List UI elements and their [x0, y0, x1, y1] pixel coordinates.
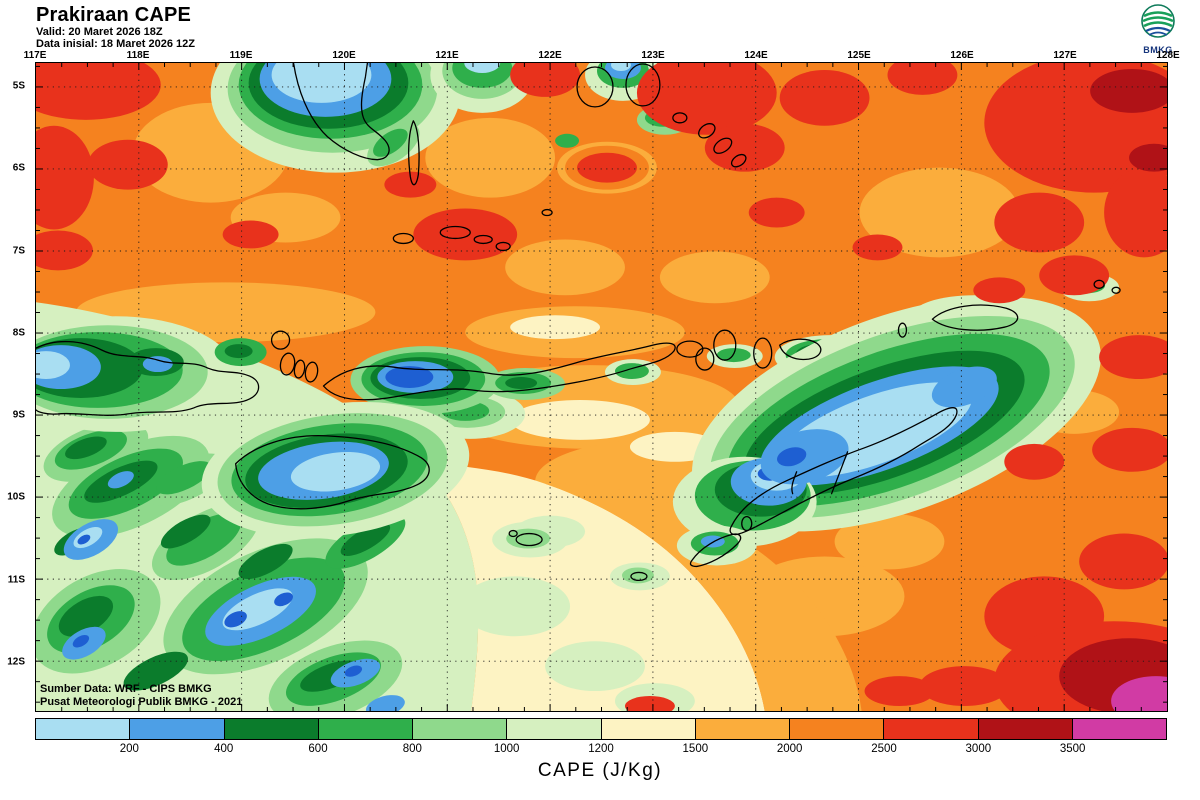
colorbar-tick-label: 600	[308, 743, 328, 755]
lon-label: 127E	[1053, 50, 1077, 61]
map-header: Prakiraan CAPE Valid: 20 Maret 2026 18Z …	[36, 4, 195, 50]
cape-contour-map	[36, 63, 1167, 711]
lon-label: 128E	[1156, 50, 1180, 61]
lon-label: 119E	[229, 50, 253, 61]
lat-label: 12S	[7, 656, 25, 668]
lat-label: 9S	[12, 409, 25, 421]
cape-field	[36, 63, 1167, 711]
colorbar-segment	[413, 718, 508, 740]
valid-time: Valid: 20 Maret 2026 18Z	[36, 26, 163, 38]
coastlines	[36, 63, 1121, 582]
colorbar-tick-label: 2000	[776, 743, 803, 755]
graticule	[36, 63, 1167, 711]
colorbar-segment	[224, 718, 319, 740]
lat-label: 8S	[12, 327, 25, 339]
colorbar-segment	[601, 718, 696, 740]
lat-label: 11S	[7, 574, 25, 586]
lon-label: 126E	[950, 50, 974, 61]
colorbar-tick-label: 3500	[1059, 743, 1086, 755]
init-time: Data inisial: 18 Maret 2026 12Z	[36, 38, 195, 50]
colorbar-tick-labels: 200 400 600 800 1000 1200 1500 2000 2500 3000 3500	[35, 743, 1167, 756]
lat-label: 5S	[12, 80, 25, 92]
colorbar-tick-label: 400	[214, 743, 234, 755]
colorbar-tick-label: 800	[402, 743, 422, 755]
colorbar-segment	[318, 718, 413, 740]
colorbar-segment	[790, 718, 885, 740]
attribution-line-2: Pusat Meteorologi Publik BMKG - 2021	[40, 696, 243, 708]
attribution-line-1: Sumber Data: WRF - CIPS BMKG	[40, 683, 212, 695]
lat-label: 6S	[12, 162, 25, 174]
latitude-axis: 5S 6S 7S 8S 9S 10S 11S 12S	[0, 62, 31, 712]
lon-label: 118E	[126, 50, 150, 61]
lon-label: 122E	[538, 50, 562, 61]
lat-label: 10S	[7, 491, 25, 503]
cape-colorbar	[35, 718, 1167, 740]
colorbar-tick-label: 200	[119, 743, 139, 755]
lon-label: 120E	[332, 50, 356, 61]
colorbar-segment	[978, 718, 1073, 740]
page-title: Prakiraan CAPE	[36, 4, 192, 26]
colorbar-segment	[130, 718, 225, 740]
colorbar-title: CAPE (J/Kg)	[537, 760, 663, 781]
lon-label: 123E	[641, 50, 665, 61]
colorbar-tick-label: 2500	[871, 743, 897, 755]
colorbar-segment	[1072, 718, 1167, 740]
bmkg-logo: BMKG	[1134, 3, 1182, 55]
colorbar-segment	[507, 718, 602, 740]
map-frame: Sumber Data: WRF - CIPS BMKG Pusat Meteo…	[35, 62, 1168, 712]
colorbar-segment	[35, 718, 131, 740]
colorbar-segment	[695, 718, 790, 740]
bmkg-logo-icon	[1141, 4, 1175, 38]
lon-label: 117E	[23, 50, 47, 61]
data-source-attribution: Sumber Data: WRF - CIPS BMKG Pusat Meteo…	[40, 683, 242, 709]
colorbar-tick-label: 1000	[493, 743, 520, 755]
lon-label: 124E	[744, 50, 768, 61]
lat-label: 7S	[12, 245, 25, 257]
colorbar-tick-label: 1200	[588, 743, 614, 755]
colorbar-tick-label: 1500	[682, 743, 709, 755]
longitude-axis: 117E 118E 119E 120E 121E 122E 123E 124E 125E 126E…	[24, 50, 1180, 61]
border-ticks	[36, 63, 1167, 711]
lon-label: 125E	[847, 50, 871, 61]
bmkg-logo-label: BMKG	[1143, 45, 1173, 55]
colorbar-tick-label: 3000	[965, 743, 992, 755]
colorbar-segment	[884, 718, 979, 740]
lon-label: 121E	[435, 50, 459, 61]
